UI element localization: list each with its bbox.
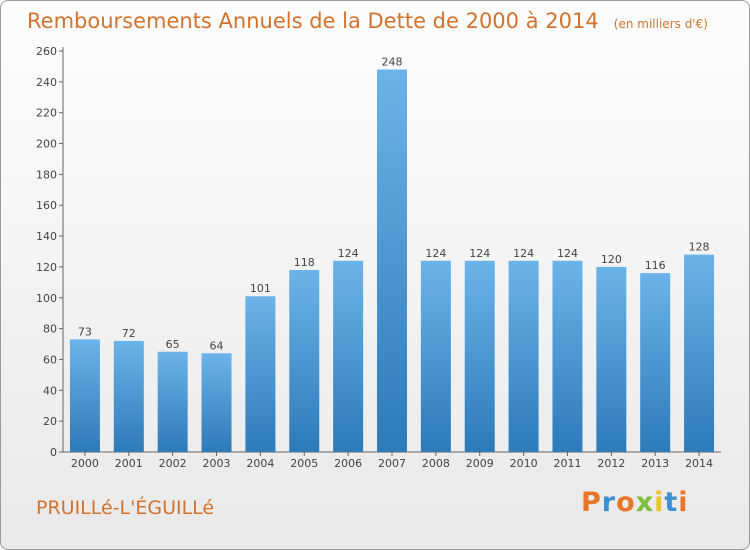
x-tick-label: 2003 <box>203 457 231 470</box>
bar <box>289 270 320 452</box>
bar <box>333 260 364 452</box>
data-label: 124 <box>425 247 446 260</box>
commune-name: PRUILLé-L'ÉGUILLé <box>36 497 215 519</box>
data-label: 124 <box>469 247 490 260</box>
y-tick-label: 180 <box>36 168 57 181</box>
y-tick-label: 200 <box>36 138 57 151</box>
x-tick-label: 2001 <box>115 457 143 470</box>
y-tick-label: 0 <box>50 446 57 459</box>
bar <box>69 339 100 452</box>
x-tick-label: 2012 <box>597 457 625 470</box>
logo-letter: P <box>581 487 602 518</box>
y-tick-label: 260 <box>36 45 57 58</box>
y-tick-label: 40 <box>43 384 57 397</box>
logo-letter: t <box>664 487 679 518</box>
data-label: 128 <box>689 241 710 254</box>
data-label: 118 <box>294 256 315 269</box>
data-label: 101 <box>250 282 271 295</box>
bar <box>420 260 451 452</box>
y-tick-label: 80 <box>43 323 57 336</box>
x-tick-label: 2013 <box>641 457 669 470</box>
bar <box>684 254 715 452</box>
bar <box>245 296 276 452</box>
bar <box>113 340 144 452</box>
data-label: 73 <box>78 325 92 338</box>
chart-title: Remboursements Annuels de la Dette de 20… <box>27 9 599 33</box>
y-tick-label: 140 <box>36 230 57 243</box>
y-tick-label: 120 <box>36 261 57 274</box>
data-label: 72 <box>122 327 136 340</box>
x-tick-label: 2005 <box>290 457 318 470</box>
data-label: 65 <box>166 338 180 351</box>
x-tick-label: 2000 <box>71 457 99 470</box>
data-label: 116 <box>645 259 666 272</box>
logo-letter: o <box>616 487 636 518</box>
chart-subtitle: (en milliers d'€) <box>613 17 708 31</box>
title-row: Remboursements Annuels de la Dette de 20… <box>27 9 708 33</box>
y-tick-label: 160 <box>36 199 57 212</box>
data-label: 124 <box>557 247 578 260</box>
bar <box>157 351 188 452</box>
data-label: 248 <box>382 56 403 69</box>
data-label: 64 <box>210 339 224 352</box>
bar <box>640 273 671 452</box>
logo-letter: i <box>654 487 665 518</box>
x-tick-label: 2004 <box>246 457 274 470</box>
x-tick-label: 2009 <box>466 457 494 470</box>
logo-letter: i <box>678 487 689 518</box>
data-label: 124 <box>513 247 534 260</box>
x-tick-label: 2002 <box>159 457 187 470</box>
bar <box>508 260 539 452</box>
data-label: 120 <box>601 253 622 266</box>
bar <box>464 260 495 452</box>
y-tick-label: 220 <box>36 107 57 120</box>
y-tick-label: 60 <box>43 353 57 366</box>
bar <box>596 266 627 452</box>
x-tick-label: 2014 <box>685 457 713 470</box>
bar-chart: 0 20 40 60 80 100 120 140 160 180 200 220 240 260 2000… <box>36 45 721 470</box>
bar <box>377 69 407 452</box>
x-tick-label: 2011 <box>553 457 581 470</box>
data-label: 124 <box>338 247 359 260</box>
bar <box>552 260 583 452</box>
logo-letter: r <box>601 487 617 518</box>
x-tick-label: 2008 <box>422 457 450 470</box>
y-tick-label: 100 <box>36 292 57 305</box>
x-tick-label: 2010 <box>510 457 538 470</box>
logo-letter: x <box>635 487 655 518</box>
y-tick-label: 20 <box>43 415 57 428</box>
x-tick-label: 2007 <box>378 457 406 470</box>
y-tick-label: 240 <box>36 76 57 89</box>
proxiti-logo: Proxiti <box>581 487 689 518</box>
x-tick-label: 2006 <box>334 457 362 470</box>
bar <box>201 353 232 452</box>
